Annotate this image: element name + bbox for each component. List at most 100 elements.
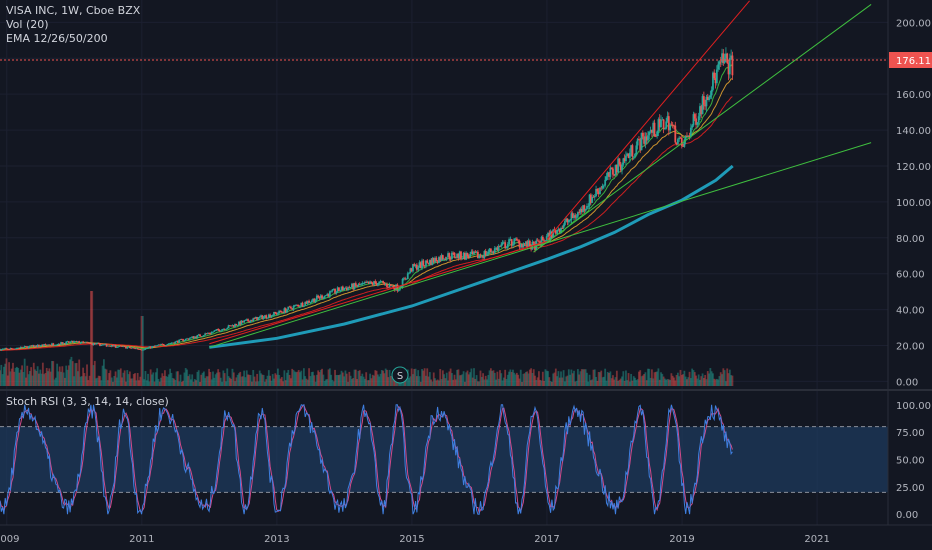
volume-bar bbox=[22, 372, 25, 386]
candle-body bbox=[100, 344, 103, 346]
price-tick-label: 200.00 bbox=[896, 18, 931, 29]
volume-bar bbox=[139, 376, 142, 386]
candle-body bbox=[622, 158, 625, 165]
volume-bar bbox=[69, 359, 72, 386]
volume-bar bbox=[462, 371, 465, 386]
volume-bar bbox=[1, 374, 4, 386]
candle-body bbox=[83, 342, 86, 344]
candle-body bbox=[231, 325, 234, 327]
candle-body bbox=[610, 167, 613, 169]
candle-body bbox=[144, 348, 147, 350]
candle-body bbox=[641, 132, 644, 137]
volume-bar bbox=[587, 381, 590, 386]
volume-bar bbox=[483, 379, 486, 386]
candle-body bbox=[478, 255, 481, 258]
volume-bar bbox=[30, 367, 33, 386]
volume-bar bbox=[49, 371, 52, 386]
candle-body bbox=[521, 243, 523, 248]
volume-bar bbox=[169, 368, 172, 386]
candle-body bbox=[599, 187, 601, 195]
candle-body bbox=[332, 289, 335, 290]
volume-bar bbox=[592, 369, 595, 386]
candle-body bbox=[300, 302, 303, 307]
candle-body bbox=[93, 343, 96, 345]
candle-body bbox=[117, 346, 120, 348]
candle-body bbox=[217, 329, 220, 330]
volume-bar bbox=[56, 363, 59, 386]
trendlines[interactable] bbox=[209, 0, 872, 348]
candle-body bbox=[383, 282, 386, 285]
symbol-title[interactable]: VISA INC, 1W, Cboe BZX bbox=[6, 4, 141, 17]
volume-bar bbox=[552, 373, 555, 386]
candle-body bbox=[667, 116, 670, 131]
volume-bar bbox=[700, 376, 703, 386]
candle-body bbox=[71, 340, 74, 343]
stoch-rsi-title[interactable]: Stoch RSI (3, 3, 14, 14, close) bbox=[6, 395, 169, 408]
candle-body bbox=[30, 345, 33, 347]
candle-body bbox=[53, 345, 56, 347]
volume-bar bbox=[239, 371, 242, 386]
candle-body bbox=[486, 253, 488, 256]
candle-body bbox=[58, 343, 61, 345]
volume-bar bbox=[508, 371, 510, 386]
volume-bar bbox=[683, 370, 686, 386]
candle-body bbox=[48, 344, 51, 346]
ema-legend[interactable]: EMA 12/26/50/200 bbox=[6, 32, 108, 45]
candles[interactable] bbox=[0, 47, 734, 351]
volume-bar bbox=[362, 376, 365, 386]
volume-bar bbox=[417, 370, 420, 386]
candle-body bbox=[315, 295, 318, 300]
volume-bar bbox=[45, 367, 48, 386]
candle-body bbox=[386, 284, 388, 287]
candle-body bbox=[141, 349, 144, 351]
candle-body bbox=[674, 125, 677, 143]
candle-body bbox=[384, 284, 387, 285]
volume-bar bbox=[189, 379, 192, 386]
dividends-marker[interactable]: S bbox=[391, 366, 409, 384]
candle-body bbox=[113, 344, 116, 347]
volume-bar bbox=[595, 376, 597, 386]
volume-bar bbox=[551, 381, 553, 386]
candle-body bbox=[544, 240, 547, 242]
candle-body bbox=[51, 343, 53, 346]
volume-bar bbox=[170, 372, 173, 386]
candle-body bbox=[44, 344, 47, 345]
volume-bar bbox=[654, 371, 657, 386]
price-tick-label: 100.00 bbox=[896, 198, 931, 209]
last-price-value: 176.11 bbox=[896, 56, 931, 67]
volume-legend[interactable]: Vol (20) bbox=[6, 18, 49, 31]
candle-body bbox=[256, 317, 259, 321]
volume-bar bbox=[652, 378, 655, 386]
candle-body bbox=[517, 240, 520, 242]
volume-bar bbox=[97, 375, 100, 386]
candle-body bbox=[305, 302, 308, 304]
candle-body bbox=[467, 256, 470, 258]
candle-body bbox=[499, 246, 501, 248]
candle-body bbox=[357, 284, 360, 287]
candle-body bbox=[473, 251, 475, 255]
volume-bar bbox=[688, 371, 691, 386]
candle-body bbox=[84, 342, 87, 344]
candle-body bbox=[157, 344, 160, 346]
candle-body bbox=[174, 341, 177, 344]
volume-bar bbox=[476, 381, 479, 386]
volume-bar bbox=[526, 371, 529, 386]
candle-body bbox=[82, 341, 85, 343]
volume-bar bbox=[530, 368, 533, 386]
volume-bar bbox=[558, 377, 561, 386]
volume-bar bbox=[335, 375, 338, 386]
candle-body bbox=[169, 343, 172, 345]
candle-body bbox=[27, 346, 30, 349]
volume-bar bbox=[431, 381, 434, 386]
candle-body bbox=[718, 61, 721, 65]
volume-bar bbox=[64, 377, 66, 386]
volume-bar bbox=[192, 381, 195, 386]
candle-body bbox=[90, 343, 92, 345]
volume-bar bbox=[731, 375, 734, 386]
candle-body bbox=[165, 344, 168, 346]
candle-body bbox=[206, 333, 209, 334]
volume-bar bbox=[421, 369, 423, 386]
candle-body bbox=[414, 264, 417, 267]
volume-bar bbox=[127, 374, 130, 386]
